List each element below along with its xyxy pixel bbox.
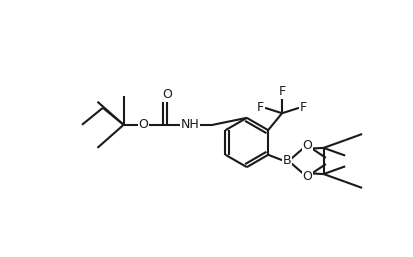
Text: F: F: [278, 85, 285, 98]
Text: F: F: [299, 101, 306, 114]
Text: B: B: [282, 154, 291, 168]
Text: O: O: [302, 170, 312, 183]
Text: F: F: [256, 101, 263, 114]
Text: NH: NH: [180, 118, 199, 131]
Text: O: O: [161, 88, 171, 101]
Text: O: O: [138, 118, 148, 131]
Text: O: O: [302, 139, 312, 152]
